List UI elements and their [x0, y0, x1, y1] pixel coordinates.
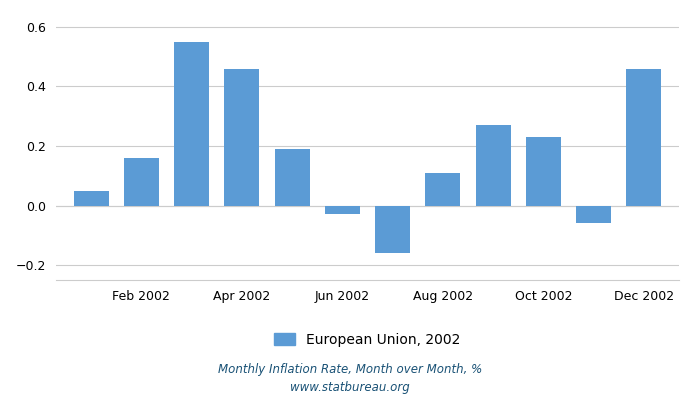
Bar	[375, 206, 410, 253]
Bar	[274, 149, 309, 206]
Bar	[124, 158, 159, 206]
Legend: European Union, 2002: European Union, 2002	[269, 327, 466, 352]
Bar	[475, 125, 511, 206]
Text: www.statbureau.org: www.statbureau.org	[290, 382, 410, 394]
Bar	[426, 173, 461, 206]
Bar	[224, 68, 260, 206]
Text: Monthly Inflation Rate, Month over Month, %: Monthly Inflation Rate, Month over Month…	[218, 364, 482, 376]
Bar	[626, 68, 662, 206]
Bar	[174, 42, 209, 206]
Bar	[74, 191, 108, 206]
Bar	[576, 206, 611, 224]
Bar	[526, 137, 561, 206]
Bar	[325, 206, 360, 214]
